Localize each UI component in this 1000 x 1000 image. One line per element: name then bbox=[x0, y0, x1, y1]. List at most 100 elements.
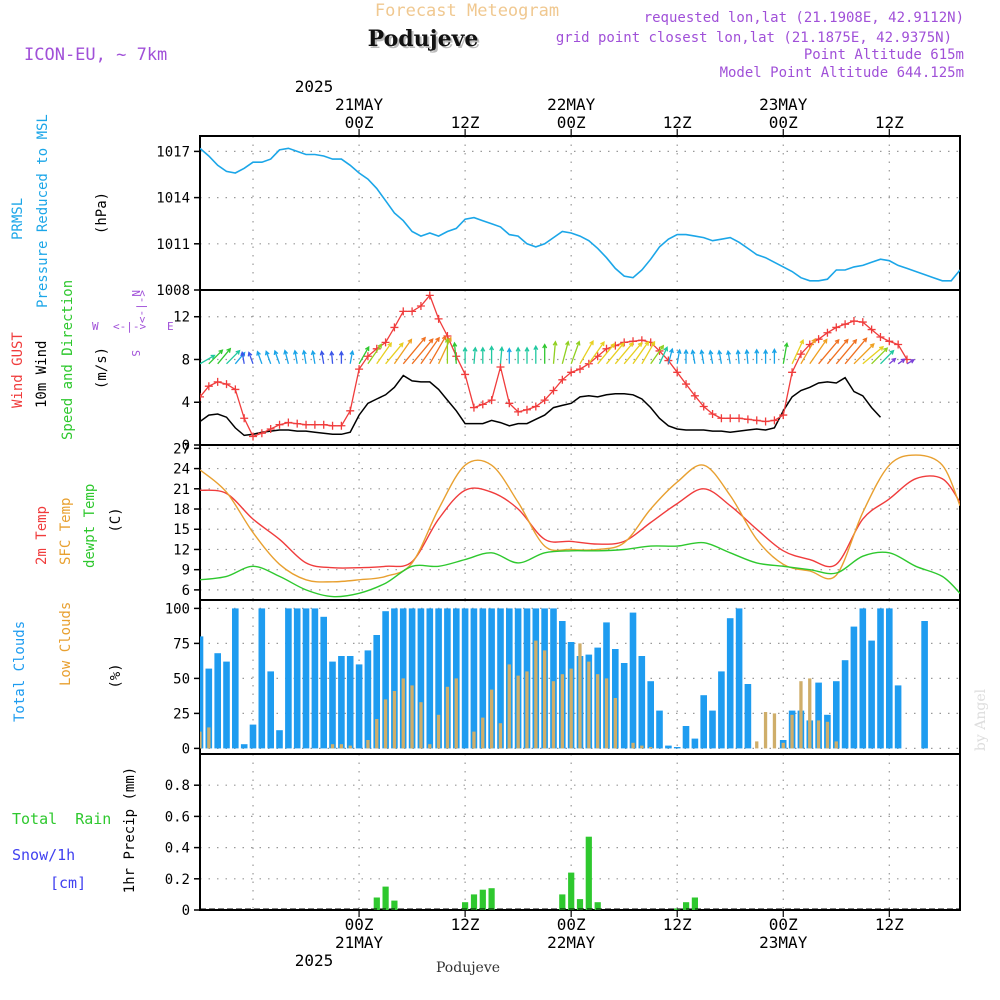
ytick-label: 9 bbox=[182, 563, 190, 579]
wind-panel: 0 4 8 12 bbox=[173, 289, 961, 454]
rain-bar bbox=[576, 899, 584, 910]
low-cloud-bar bbox=[507, 664, 511, 749]
gust-point bbox=[849, 317, 858, 325]
ytick-label: 15 bbox=[173, 522, 190, 538]
wind-direction-arrow bbox=[606, 342, 625, 365]
ytick-label: 0.6 bbox=[165, 809, 190, 825]
wind-direction-arrow bbox=[906, 359, 916, 365]
low-cloud-bar bbox=[781, 742, 785, 749]
wind-direction-arrow bbox=[273, 349, 281, 365]
ytick-label: 12 bbox=[173, 542, 190, 558]
top-time-tick: 00Z bbox=[557, 113, 586, 132]
total-cloud-bar bbox=[841, 660, 849, 749]
gust-point bbox=[319, 420, 328, 429]
gust-point bbox=[496, 362, 505, 371]
total-cloud-bar bbox=[426, 608, 434, 749]
gust-point bbox=[885, 337, 894, 346]
total-cloud-bar bbox=[346, 656, 354, 749]
ytick-label: 0 bbox=[182, 903, 190, 919]
wind-direction-arrow bbox=[329, 350, 335, 364]
total-cloud-bar bbox=[470, 608, 478, 749]
gust-point bbox=[717, 414, 726, 423]
bottom-day-label: 23MAY bbox=[759, 933, 808, 952]
gust-point bbox=[567, 368, 576, 377]
rain-label: Total Rain bbox=[12, 810, 111, 828]
total-cloud-bar bbox=[240, 744, 248, 749]
top-year: 2025 bbox=[295, 77, 334, 96]
wind-direction-arrow bbox=[472, 346, 478, 364]
total-cloud-bar bbox=[894, 685, 902, 749]
low-cloud-bar bbox=[472, 731, 476, 749]
total-cloud-bar bbox=[435, 608, 442, 749]
total-cloud-bar bbox=[886, 608, 893, 749]
total-cloud-bar bbox=[833, 681, 840, 749]
low-cloud-bar bbox=[799, 681, 803, 749]
gust-point bbox=[390, 323, 399, 332]
ytick-label: 1008 bbox=[156, 283, 190, 299]
wind-direction-arrow bbox=[871, 347, 889, 365]
total-cloud-bar bbox=[214, 653, 221, 749]
gust-point bbox=[690, 391, 699, 400]
gust-point bbox=[434, 314, 443, 323]
low-cloud-bar bbox=[436, 714, 441, 749]
low-cloud-bar bbox=[339, 744, 343, 749]
gust-point bbox=[823, 328, 832, 337]
low-cloud-bar bbox=[569, 668, 573, 749]
gust-point bbox=[673, 368, 682, 377]
gust-point bbox=[249, 432, 258, 441]
bottom-day-label: 22MAY bbox=[547, 933, 596, 952]
gust-point bbox=[505, 399, 514, 408]
gust-point bbox=[832, 323, 841, 332]
total-cloud-bar bbox=[726, 618, 734, 749]
gust-point bbox=[399, 307, 408, 316]
ytick-label: 12 bbox=[173, 310, 190, 326]
gust-point bbox=[231, 385, 240, 394]
compass-s: S bbox=[129, 350, 142, 357]
gust-point bbox=[478, 400, 487, 409]
rain-bar bbox=[391, 900, 398, 910]
low-cloud-bar bbox=[534, 640, 538, 749]
total-cloud-bar bbox=[718, 671, 725, 749]
total-cloud-bar bbox=[709, 710, 716, 749]
total-cloud-bar bbox=[444, 608, 451, 749]
compass-n: N bbox=[129, 290, 142, 297]
rain-bar bbox=[559, 894, 566, 910]
prmsl-label: PRMSL bbox=[10, 198, 26, 240]
wind-direction-arrow bbox=[782, 341, 789, 364]
total-cloud-bar bbox=[200, 636, 204, 749]
ytick-label: 0 bbox=[182, 438, 190, 454]
sfc-temp-label: SFC Temp bbox=[58, 498, 74, 565]
wind-direction-arrow bbox=[835, 338, 858, 365]
low-cloud-bar bbox=[498, 723, 503, 749]
total-cloud-bar bbox=[276, 730, 283, 749]
wind-direction-arrow bbox=[367, 343, 383, 365]
wind-direction-arrow bbox=[683, 348, 689, 364]
low-cloud-bar bbox=[366, 740, 370, 749]
wind-unit: (m/s) bbox=[94, 347, 110, 389]
total-cloud-bar bbox=[877, 608, 884, 749]
wind-direction-arrow bbox=[411, 338, 434, 365]
wind-direction-arrow bbox=[292, 349, 298, 364]
wind-direction-arrow bbox=[515, 346, 521, 364]
bottom-time-tick: 12Z bbox=[875, 915, 904, 934]
precip-frame bbox=[199, 753, 961, 911]
wind-direction-arrow bbox=[754, 348, 760, 364]
bottom-time-tick: 00Z bbox=[557, 915, 586, 934]
gust-point bbox=[328, 421, 337, 430]
wind-direction-arrow bbox=[283, 349, 290, 364]
wind-direction-arrow bbox=[844, 337, 868, 365]
wind-direction-arrow bbox=[880, 349, 895, 365]
low-cloud-bar bbox=[383, 699, 388, 749]
gust-point bbox=[708, 410, 717, 418]
top-day-label: 21MAY bbox=[335, 95, 384, 114]
gust-point bbox=[302, 420, 311, 429]
wind-direction-arrow bbox=[699, 349, 705, 364]
total-cloud-bar bbox=[868, 640, 875, 749]
gust-point bbox=[549, 386, 558, 395]
low-cloud-bar bbox=[763, 712, 768, 749]
low-cloud-bar bbox=[755, 741, 759, 749]
low-clouds-label: Low Clouds bbox=[58, 602, 74, 686]
gust-point bbox=[726, 414, 735, 423]
wind-direction-arrow bbox=[480, 346, 486, 364]
